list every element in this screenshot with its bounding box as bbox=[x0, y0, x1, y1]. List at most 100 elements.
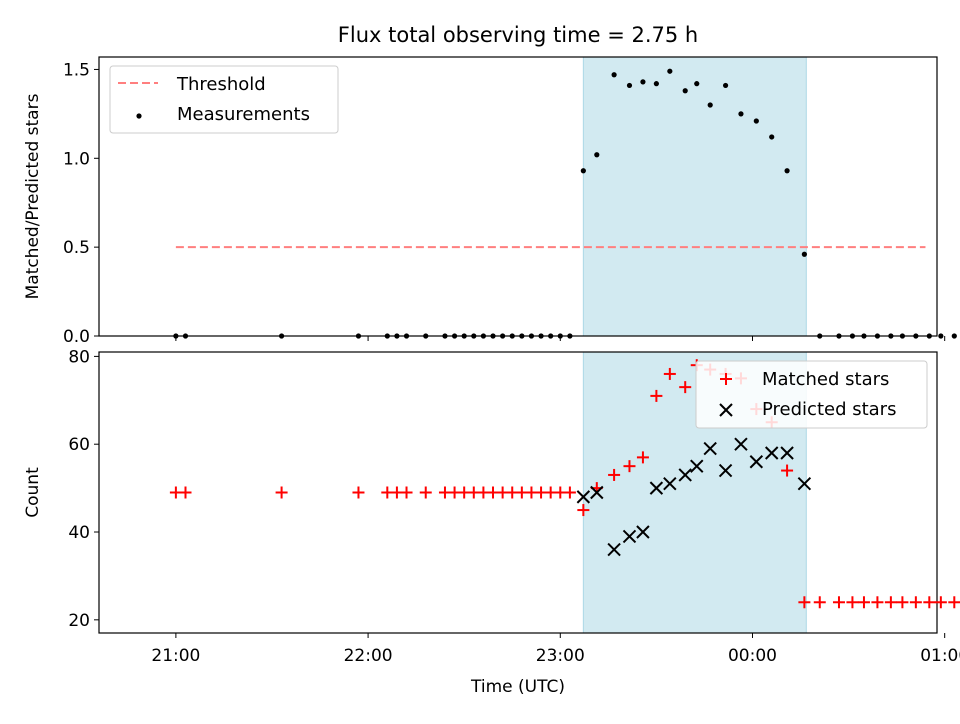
measurement-point bbox=[722, 82, 729, 89]
x-tick-label: 00:00 bbox=[728, 646, 777, 666]
measurement-point bbox=[951, 333, 957, 339]
measurement-point bbox=[753, 118, 759, 124]
measurement-point bbox=[640, 79, 646, 85]
measurement-point bbox=[874, 333, 881, 339]
legend-measurements-label: Measurements bbox=[177, 104, 310, 125]
predicted-star-point bbox=[797, 477, 812, 491]
matched-star-point bbox=[179, 486, 192, 499]
matched-star-point bbox=[798, 596, 811, 609]
matched-star-point bbox=[577, 504, 590, 517]
matched-star-point bbox=[623, 460, 636, 473]
predicted-star-point bbox=[649, 481, 664, 495]
measurement-point bbox=[519, 333, 525, 339]
x-tick-label: 21:00 bbox=[151, 646, 200, 666]
predicted-star-point bbox=[690, 459, 704, 473]
y-tick-label: 60 bbox=[68, 435, 90, 455]
measurement-point bbox=[182, 333, 189, 339]
predicted-star-point bbox=[622, 529, 637, 544]
matched-star-point bbox=[400, 486, 413, 499]
measurement-point bbox=[490, 333, 496, 339]
matched-star-point bbox=[832, 596, 845, 609]
matched-star-point bbox=[884, 596, 897, 609]
measurement-point bbox=[707, 102, 713, 108]
measurement-point bbox=[817, 333, 823, 339]
legend-frame bbox=[695, 360, 928, 429]
predicted-star-point bbox=[703, 441, 717, 456]
y-tick-label: 1.0 bbox=[63, 149, 90, 169]
measurement-point bbox=[849, 333, 856, 339]
predicted-star-point bbox=[780, 446, 794, 460]
predicted-star-point bbox=[749, 455, 764, 469]
legend-measurements-swatch bbox=[136, 113, 142, 119]
top-panel: 0.0 0.5 1.0 1.5 Matched/Predicted stars bbox=[23, 56, 957, 347]
y-tick-label: 0.0 bbox=[63, 327, 90, 347]
measurement-point bbox=[548, 333, 554, 339]
measurement-point bbox=[888, 333, 894, 339]
axes-frame bbox=[98, 56, 938, 337]
measurement-point bbox=[461, 333, 467, 339]
measurement-point bbox=[471, 333, 477, 339]
bottom-panel: 2040608021:0022:0023:0000:0001:0002:0003… bbox=[23, 347, 960, 697]
measurement-point bbox=[538, 333, 544, 339]
measurement-point bbox=[926, 333, 932, 339]
measurement-point bbox=[403, 333, 410, 339]
bottom-legend: Matched stars Predicted stars bbox=[695, 360, 928, 429]
matched-star-point bbox=[663, 367, 676, 380]
predicted-star-point bbox=[764, 446, 779, 460]
predicted-star-point bbox=[636, 525, 650, 539]
top-legend: Threshold Measurements bbox=[109, 65, 339, 134]
measurement-point bbox=[480, 333, 487, 339]
matched-star-point bbox=[896, 596, 909, 609]
measurement-point bbox=[394, 333, 400, 339]
matched-star-point bbox=[857, 596, 870, 609]
measurement-point bbox=[899, 333, 906, 339]
measurement-point bbox=[580, 168, 586, 174]
measurement-point bbox=[913, 333, 919, 339]
measurement-point bbox=[528, 333, 535, 339]
y-tick-label: 0.5 bbox=[63, 238, 90, 258]
predicted-star-point bbox=[734, 437, 748, 451]
measurement-point bbox=[861, 333, 867, 339]
matched-star-point bbox=[934, 596, 947, 609]
measurement-point bbox=[611, 72, 617, 78]
predicted-star-point bbox=[678, 468, 692, 482]
matched-star-point bbox=[846, 596, 859, 609]
measurement-point bbox=[667, 68, 673, 74]
matched-star-point bbox=[419, 486, 432, 499]
predicted-star-point bbox=[607, 542, 621, 557]
matched-star-point bbox=[679, 381, 692, 394]
measurement-point bbox=[442, 333, 448, 339]
measurement-point bbox=[682, 88, 688, 94]
measurement-point bbox=[769, 134, 775, 140]
legend-threshold-label: Threshold bbox=[176, 74, 266, 95]
measurement-point bbox=[500, 333, 506, 339]
y-tick-label: 1.5 bbox=[63, 60, 90, 80]
measurement-point bbox=[626, 82, 633, 89]
matched-star-point bbox=[352, 486, 365, 499]
predicted-star-point bbox=[576, 490, 591, 504]
matched-star-point bbox=[871, 596, 884, 609]
matched-star-point bbox=[650, 389, 663, 402]
measurement-point bbox=[694, 81, 700, 87]
x-tick-label: 01:00 bbox=[920, 646, 960, 666]
predicted-star-point bbox=[590, 485, 604, 500]
measurement-point bbox=[509, 333, 515, 339]
y-axis-label: Count bbox=[23, 467, 43, 518]
predicted-star-point bbox=[663, 477, 677, 491]
x-axis-label: Time (UTC) bbox=[470, 677, 565, 697]
measurement-point bbox=[173, 333, 179, 339]
legend-matched-label: Matched stars bbox=[762, 369, 889, 390]
matched-star-point bbox=[923, 596, 936, 609]
measurement-point bbox=[384, 333, 390, 339]
measurement-point bbox=[423, 333, 429, 339]
matched-star-point bbox=[948, 596, 960, 609]
matched-star-point bbox=[909, 596, 922, 609]
axes-frame bbox=[98, 351, 938, 634]
matched-star-point bbox=[563, 486, 576, 499]
measurement-point bbox=[451, 333, 458, 339]
plot-area bbox=[582, 57, 807, 336]
y-tick-label: 80 bbox=[68, 347, 90, 367]
matched-star-point bbox=[636, 451, 649, 464]
measurement-point bbox=[938, 333, 944, 339]
legend-frame bbox=[109, 65, 339, 134]
